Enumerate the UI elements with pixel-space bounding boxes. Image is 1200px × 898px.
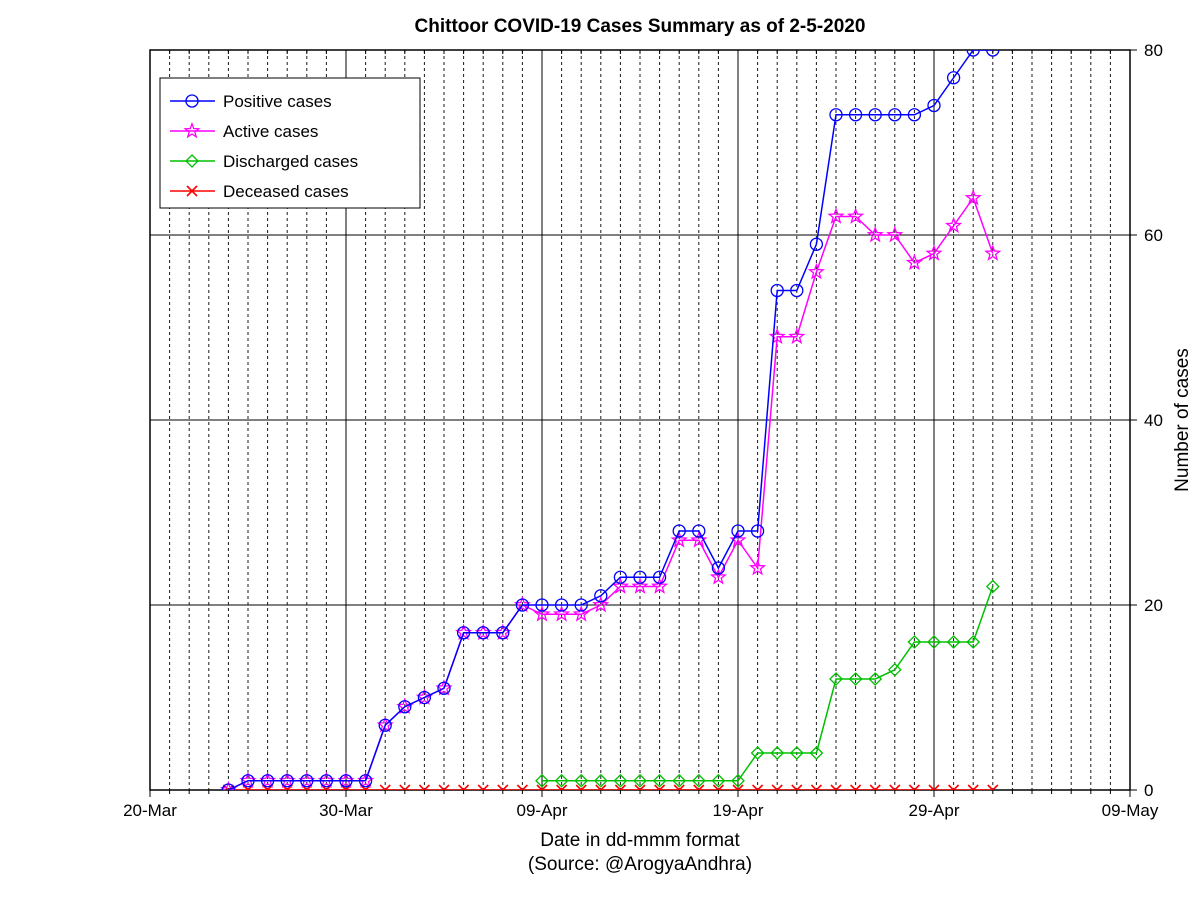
svg-text:40: 40 bbox=[1144, 411, 1163, 430]
svg-text:09-Apr: 09-Apr bbox=[516, 801, 567, 820]
y-axis-label: Number of cases bbox=[1172, 348, 1193, 492]
svg-text:29-Apr: 29-Apr bbox=[908, 801, 959, 820]
x-axis-label: Date in dd-mmm format bbox=[540, 830, 740, 851]
x-axis-sublabel: (Source: @ArogyaAndhra) bbox=[528, 854, 752, 875]
svg-text:09-May: 09-May bbox=[1102, 801, 1159, 820]
svg-text:30-Mar: 30-Mar bbox=[319, 801, 373, 820]
svg-text:20-Mar: 20-Mar bbox=[123, 801, 177, 820]
legend-label-active: Active cases bbox=[223, 122, 318, 141]
legend-label-deceased: Deceased cases bbox=[223, 182, 349, 201]
chart-title: Chittoor COVID-19 Cases Summary as of 2-… bbox=[415, 16, 866, 37]
svg-text:80: 80 bbox=[1144, 41, 1163, 60]
svg-text:20: 20 bbox=[1144, 596, 1163, 615]
svg-text:19-Apr: 19-Apr bbox=[712, 801, 763, 820]
legend-label-discharged: Discharged cases bbox=[223, 152, 358, 171]
svg-text:60: 60 bbox=[1144, 226, 1163, 245]
legend-label-positive: Positive cases bbox=[223, 92, 332, 111]
svg-text:0: 0 bbox=[1144, 781, 1153, 800]
chart-svg: 20-Mar 30-Mar 09-Apr 19-Apr 29-Apr 09-May0 20 4… bbox=[0, 0, 1200, 898]
